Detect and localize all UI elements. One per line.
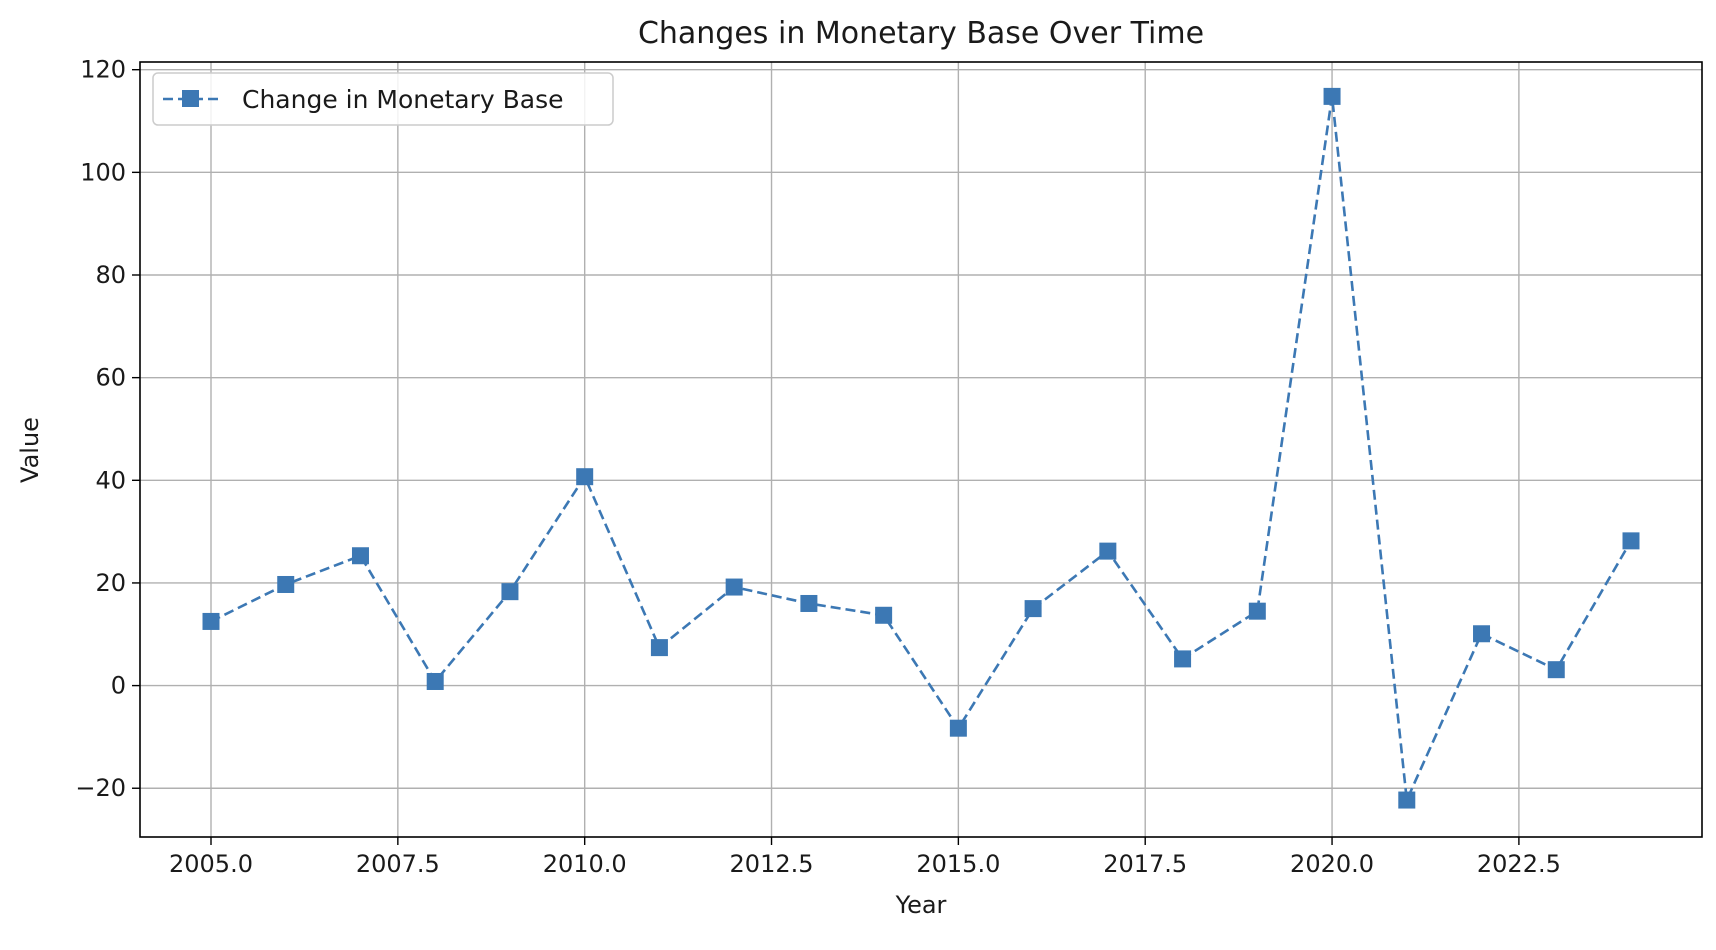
x-tick-label: 2020.0 [1290,850,1374,878]
y-tick-label: 120 [80,56,126,84]
x-tick-label: 2010.0 [543,850,627,878]
data-point-marker [875,606,893,624]
y-axis-label: Value [16,417,44,483]
data-point-marker [426,672,444,690]
data-point-marker [202,612,220,630]
y-tick-label: −20 [75,774,126,802]
data-point-marker [277,575,295,593]
data-point-marker [1547,661,1565,679]
y-tick-label: 20 [95,569,126,597]
data-point-marker [351,547,369,565]
legend-label: Change in Monetary Base [242,85,564,114]
data-point-marker [1398,791,1416,809]
y-tick-label: 100 [80,158,126,186]
data-point-marker [1323,87,1341,105]
legend-marker-square [182,90,199,107]
legend: Change in Monetary Base [152,72,614,126]
data-point-marker [576,468,594,486]
x-tick-label: 2015.0 [916,850,1000,878]
data-point-marker [1248,602,1266,620]
x-tick-label: 2017.5 [1103,850,1187,878]
data-point-marker [725,578,743,596]
x-tick-label: 2012.5 [730,850,814,878]
data-point-marker [949,719,967,737]
y-tick-label: 40 [95,466,126,494]
x-tick-label: 2022.5 [1477,850,1561,878]
data-point-marker [1024,600,1042,618]
plot-frame [139,61,1703,838]
x-tick-label: 2007.5 [356,850,440,878]
data-point-marker [1473,625,1491,643]
x-axis-label: Year [895,891,947,919]
x-tick-label: 2005.0 [169,850,253,878]
y-tick-label: 60 [95,364,126,392]
data-point-marker [1174,650,1192,668]
data-point-marker [650,639,668,657]
ticks: 2005.0 2007.5 2010.0 2012.5 2015.0 2017.5 2020… [75,56,1561,878]
data-point-marker [1622,532,1640,550]
y-tick-label: 0 [111,672,126,700]
data-point-marker [1099,542,1117,560]
data-point-marker [501,583,519,601]
data-point-marker [800,594,818,612]
series-layer [202,87,1640,809]
legend-frame [152,72,614,126]
series-line [210,95,1633,802]
y-tick-label: 80 [95,261,126,289]
grid [140,62,1702,837]
chart-title: Changes in Monetary Base Over Time [638,16,1204,51]
